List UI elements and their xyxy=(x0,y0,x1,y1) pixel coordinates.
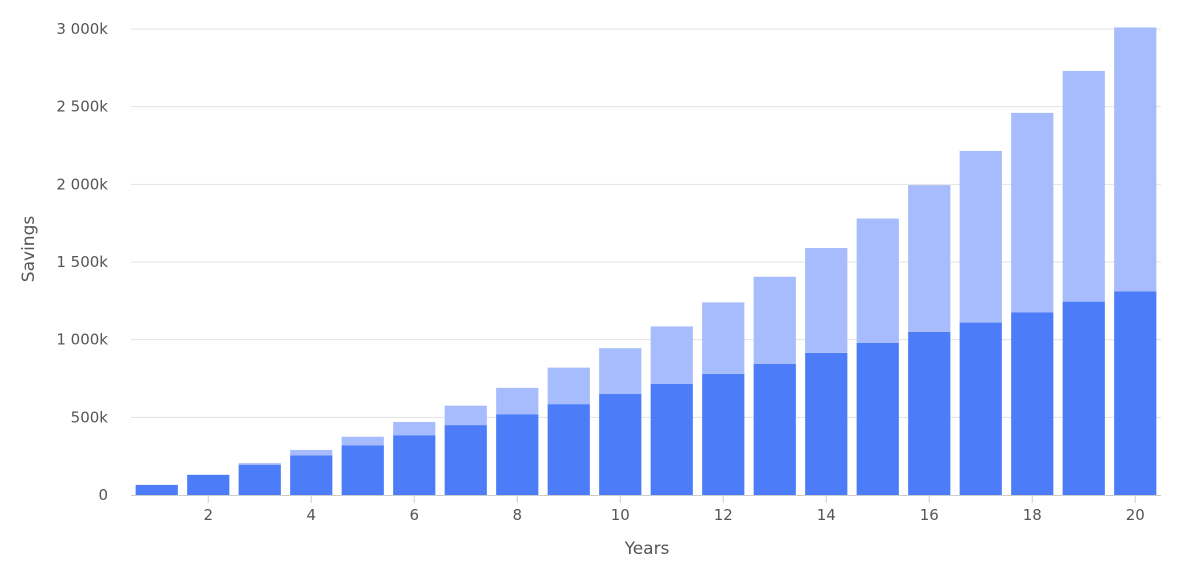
bar-base-segment xyxy=(1011,312,1054,495)
bar-top-segment xyxy=(238,463,281,465)
x-axis-title: Years xyxy=(624,539,670,559)
x-tick-label: 4 xyxy=(306,506,316,524)
bar-base-segment xyxy=(290,455,333,495)
bar-top-segment xyxy=(805,248,848,353)
bar-base-segment xyxy=(393,435,436,495)
y-tick-label: 2 000k xyxy=(56,175,108,193)
bar-base-segment xyxy=(753,363,796,495)
bar-top-segment xyxy=(547,367,590,405)
bar-top-segment xyxy=(908,185,951,332)
bar-base-segment xyxy=(908,331,951,495)
y-tick-label: 1 500k xyxy=(56,253,108,271)
bar-base-segment xyxy=(444,425,487,495)
bar-top-segment xyxy=(702,302,745,374)
bar-base-segment xyxy=(1114,291,1157,495)
bar-base-segment xyxy=(547,404,590,495)
bar-base-segment xyxy=(187,474,230,495)
bar-base-segment xyxy=(599,394,642,495)
y-tick-label: 2 500k xyxy=(56,98,108,116)
bar-base-segment xyxy=(650,383,693,495)
bar-top-segment xyxy=(444,405,487,426)
bar-base-segment xyxy=(496,414,539,495)
bar-base-segment xyxy=(805,352,848,495)
bars xyxy=(135,27,1157,495)
bar-base-segment xyxy=(959,322,1002,495)
x-tick-label: 12 xyxy=(714,506,733,524)
x-tick-label: 2 xyxy=(203,506,213,524)
y-tick-label: 500k xyxy=(71,408,109,426)
x-tick-label: 16 xyxy=(920,506,939,524)
grid-lines xyxy=(131,28,1161,418)
bar-top-segment xyxy=(753,276,796,364)
bar-top-segment xyxy=(496,387,539,415)
bar-top-segment xyxy=(393,421,436,436)
x-tick-label: 10 xyxy=(611,506,630,524)
bar-top-segment xyxy=(1011,112,1054,313)
bar-top-segment xyxy=(599,348,642,395)
bar-top-segment xyxy=(1062,70,1105,302)
y-tick-label: 3 000k xyxy=(56,20,108,38)
bar-top-segment xyxy=(856,218,899,343)
bar-top-segment xyxy=(1114,27,1157,292)
x-tick-label: 18 xyxy=(1023,506,1042,524)
bar-base-segment xyxy=(238,464,281,495)
x-tick-label: 8 xyxy=(512,506,522,524)
x-tick-label: 20 xyxy=(1126,506,1145,524)
axes: 0 500k 1 000k 1 500k 2 000k 2 500k 3 000k 2 4 6 8 1… xyxy=(56,20,1161,524)
bar-top-segment xyxy=(650,326,693,384)
y-tick-label: 1 000k xyxy=(56,331,108,349)
bar-base-segment xyxy=(135,484,178,495)
bar-base-segment xyxy=(1062,301,1105,495)
bar-top-segment xyxy=(341,436,384,446)
bar-base-segment xyxy=(702,373,745,495)
bar-base-segment xyxy=(856,342,899,495)
x-tick-label: 6 xyxy=(409,506,419,524)
y-axis-title: Savings xyxy=(19,216,39,283)
y-tick-label: 0 xyxy=(98,486,108,504)
bar-base-segment xyxy=(341,445,384,495)
x-tick-label: 14 xyxy=(817,506,836,524)
bar-top-segment xyxy=(290,449,333,456)
bar-top-segment xyxy=(959,150,1002,323)
